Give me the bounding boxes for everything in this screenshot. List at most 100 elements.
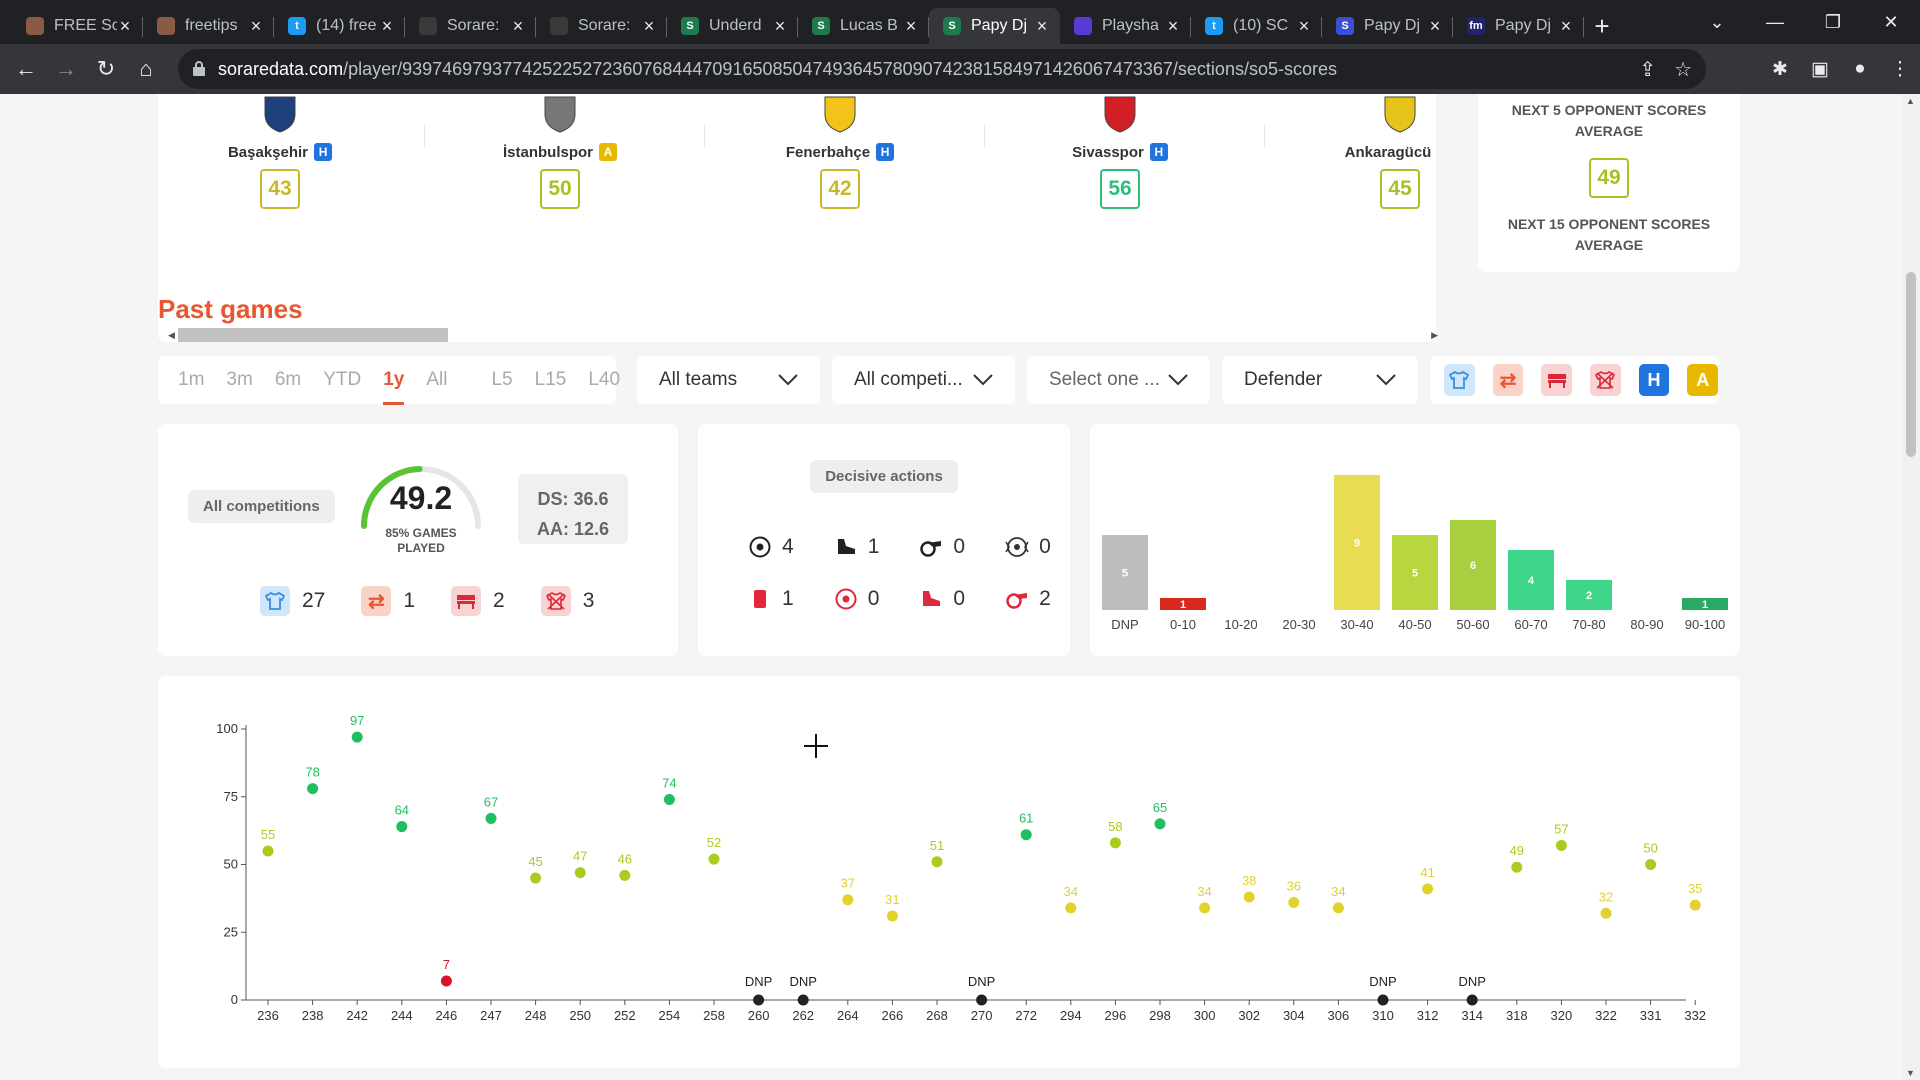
period-option[interactable]: 1y <box>383 369 405 405</box>
period-option[interactable]: 3m <box>226 369 253 390</box>
close-window-icon[interactable]: ✕ <box>1883 11 1899 32</box>
score-point[interactable] <box>663 793 675 805</box>
score-point[interactable] <box>440 975 452 987</box>
period-option[interactable]: All <box>426 369 448 390</box>
browser-tab[interactable]: t (10) SC × <box>1191 8 1322 44</box>
browser-tab[interactable]: Sorare: × <box>536 8 667 44</box>
browser-tab[interactable]: S Papy Dj × <box>1322 8 1453 44</box>
opponent-fixture[interactable]: Fenerbahçe H 42 <box>750 94 930 209</box>
opponent-fixture[interactable]: AnkaragücüH45 <box>1310 94 1436 209</box>
score-point[interactable] <box>708 853 720 865</box>
score-point[interactable] <box>1154 818 1166 830</box>
score-point[interactable] <box>1109 837 1121 849</box>
dnp-point[interactable] <box>976 994 988 1006</box>
away-icon[interactable]: A <box>1687 364 1719 396</box>
page-scrollbar-thumb[interactable] <box>1906 272 1916 457</box>
tab-close-icon[interactable]: × <box>1167 15 1179 36</box>
reload-icon[interactable]: ↻ <box>96 56 116 81</box>
score-point[interactable] <box>842 894 854 906</box>
side-panel-icon[interactable]: ▣ <box>1811 58 1829 80</box>
period-option[interactable]: 1m <box>178 369 205 390</box>
tab-close-icon[interactable]: × <box>381 15 393 36</box>
substitute-icon[interactable]: ⇄ <box>1492 364 1524 396</box>
opponent-fixture[interactable]: Başakşehir H 43 <box>190 94 370 209</box>
tab-close-icon[interactable]: × <box>119 15 131 36</box>
browser-tab[interactable]: t (14) free × <box>274 8 405 44</box>
bench-icon[interactable] <box>1541 364 1573 396</box>
score-point[interactable] <box>931 856 943 868</box>
dnp-point[interactable] <box>1466 994 1478 1006</box>
score-point[interactable] <box>1332 902 1344 914</box>
home-icon[interactable]: ⌂ <box>139 56 153 81</box>
score-point[interactable] <box>1065 902 1077 914</box>
score-point[interactable] <box>1422 883 1434 895</box>
extensions-icon[interactable]: ✱ <box>1772 58 1788 80</box>
score-point[interactable] <box>1645 859 1657 870</box>
bookmark-star-icon[interactable]: ☆ <box>1674 59 1692 81</box>
score-point[interactable] <box>1511 861 1523 873</box>
score-point[interactable] <box>1020 829 1032 841</box>
tab-search-icon[interactable]: ⌄ <box>1709 11 1725 32</box>
score-point[interactable] <box>886 910 898 922</box>
starter-shirt-icon[interactable] <box>1444 364 1475 396</box>
dnp-point[interactable] <box>753 994 765 1006</box>
opponent-fixture[interactable]: Sivasspor H 56 <box>1030 94 1210 209</box>
score-point[interactable] <box>619 869 631 881</box>
score-point[interactable] <box>1555 840 1567 852</box>
tab-close-icon[interactable]: × <box>1036 15 1048 36</box>
browser-tab[interactable]: FREE So × <box>12 8 143 44</box>
tab-close-icon[interactable]: × <box>1560 15 1572 36</box>
share-icon[interactable]: ⇪ <box>1639 59 1657 81</box>
opponent-fixture[interactable]: İstanbulspor A 50 <box>470 94 650 209</box>
dnp-point[interactable] <box>797 994 809 1006</box>
tab-close-icon[interactable]: × <box>643 15 655 36</box>
competitions-dropdown[interactable]: All competi... <box>832 356 1015 404</box>
tab-close-icon[interactable]: × <box>250 15 262 36</box>
horizontal-scrollbar[interactable]: ◀ ▶ <box>168 328 1438 342</box>
score-point[interactable] <box>1600 907 1612 919</box>
menu-icon[interactable]: ⋮ <box>1890 58 1910 80</box>
score-point[interactable] <box>485 812 497 824</box>
score-point[interactable] <box>1199 902 1211 914</box>
score-point[interactable] <box>396 821 408 833</box>
score-point[interactable] <box>574 867 586 879</box>
score-point[interactable] <box>530 872 542 884</box>
score-point[interactable] <box>307 783 319 795</box>
browser-tab[interactable]: Sorare: × <box>405 8 536 44</box>
page-scrollbar[interactable]: ▲ ▼ <box>1902 94 1920 1080</box>
new-tab-icon[interactable]: + <box>1594 10 1610 41</box>
period-option[interactable]: 6m <box>274 369 302 390</box>
score-point[interactable] <box>351 731 363 743</box>
tab-close-icon[interactable]: × <box>1429 15 1441 36</box>
profile-icon[interactable]: ● <box>1854 58 1866 79</box>
teams-dropdown[interactable]: All teams <box>637 356 820 404</box>
tab-close-icon[interactable]: × <box>774 15 786 36</box>
back-icon[interactable]: ← <box>15 56 37 81</box>
limit-option[interactable]: L5 <box>491 369 513 390</box>
minimize-icon[interactable]: — <box>1766 11 1784 32</box>
browser-tab[interactable]: S Lucas B × <box>798 8 929 44</box>
not-played-icon[interactable] <box>1590 364 1621 396</box>
browser-tab[interactable]: Playsha × <box>1060 8 1191 44</box>
score-point[interactable] <box>1689 899 1701 911</box>
score-point[interactable] <box>262 845 274 857</box>
tab-close-icon[interactable]: × <box>905 15 917 36</box>
browser-tab[interactable]: S Underd × <box>667 8 798 44</box>
home-icon[interactable]: H <box>1638 364 1670 396</box>
tab-close-icon[interactable]: × <box>1298 15 1310 36</box>
position-dropdown[interactable]: Defender <box>1222 356 1418 404</box>
limit-option[interactable]: L40 <box>588 369 621 390</box>
score-point[interactable] <box>1288 896 1300 908</box>
address-bar[interactable]: soraredata.com/player/939746979377425225… <box>178 49 1706 89</box>
forward-icon[interactable]: → <box>55 56 77 81</box>
limit-option[interactable]: L15 <box>534 369 567 390</box>
browser-tab[interactable]: S Papy Dj × <box>929 8 1060 44</box>
restore-icon[interactable]: ❐ <box>1824 11 1842 32</box>
browser-tab[interactable]: fm Papy Dj × <box>1453 8 1584 44</box>
dnp-point[interactable] <box>1377 994 1389 1006</box>
tab-close-icon[interactable]: × <box>512 15 524 36</box>
browser-tab[interactable]: freetips × <box>143 8 274 44</box>
score-point[interactable] <box>1243 891 1255 903</box>
horizontal-scrollbar-thumb[interactable] <box>178 328 448 342</box>
period-option[interactable]: YTD <box>323 369 362 390</box>
